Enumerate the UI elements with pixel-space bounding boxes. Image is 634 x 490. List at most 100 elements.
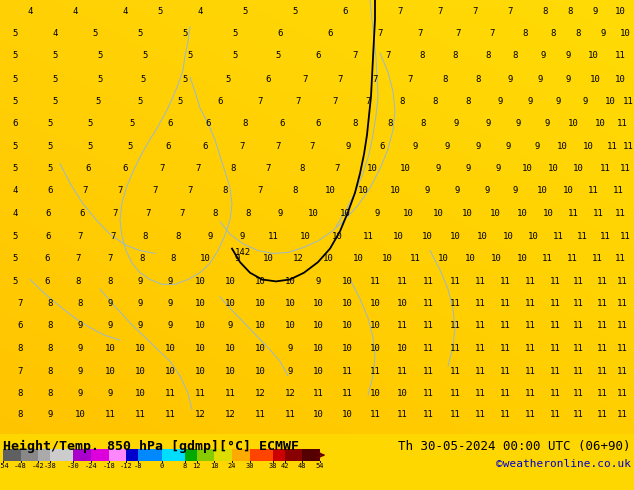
Text: 5: 5 [48,142,53,151]
Text: 5: 5 [232,51,238,60]
Text: Th 30-05-2024 00:00 UTC (06+90): Th 30-05-2024 00:00 UTC (06+90) [399,441,631,453]
Text: 10: 10 [450,232,460,241]
Text: 9: 9 [582,97,588,106]
Text: 11: 11 [573,410,583,419]
Text: 11: 11 [397,410,408,419]
Text: 10: 10 [200,254,210,263]
Text: 6: 6 [167,119,172,128]
Text: 10: 10 [224,344,235,353]
Text: 10: 10 [567,119,578,128]
Text: 8: 8 [48,321,53,330]
Text: 9: 9 [527,97,533,106]
Text: 7: 7 [179,209,184,219]
Text: 8: 8 [17,344,23,353]
Text: 10: 10 [489,209,500,219]
Text: 7: 7 [295,97,301,106]
Text: 10: 10 [614,7,625,16]
Text: 8: 8 [77,299,82,308]
Text: 10: 10 [397,389,408,398]
Text: 8: 8 [212,209,217,219]
Text: 9: 9 [495,164,501,173]
Text: 10: 10 [342,410,353,419]
Text: 10: 10 [255,299,266,308]
Text: 6: 6 [17,321,23,330]
Text: 6: 6 [205,119,210,128]
Text: 11: 11 [550,299,560,308]
Text: 30: 30 [245,463,254,469]
Text: 11: 11 [524,410,535,419]
Text: 11: 11 [397,321,408,330]
Text: 11: 11 [423,344,434,353]
Text: 5: 5 [138,97,143,106]
Text: 8: 8 [48,389,53,398]
Text: 10: 10 [285,299,295,308]
Bar [126,449,138,461]
Text: 10: 10 [285,321,295,330]
Text: 9: 9 [277,209,283,219]
Text: 10: 10 [134,389,145,398]
Text: 10: 10 [353,254,363,263]
Text: 11: 11 [105,410,115,419]
Text: 10: 10 [595,119,605,128]
Text: 10: 10 [432,209,443,219]
Text: 5: 5 [48,119,53,128]
Text: 9: 9 [107,321,113,330]
Text: 11: 11 [597,299,607,308]
Text: 10: 10 [491,254,501,263]
Text: 6: 6 [48,186,53,196]
Text: 10: 10 [195,344,205,353]
Text: 10: 10 [195,321,205,330]
Text: 54: 54 [316,463,324,469]
Text: 7: 7 [472,7,477,16]
Text: 10: 10 [614,74,625,83]
Text: 11: 11 [550,410,560,419]
Text: 10: 10 [437,254,448,263]
Text: 5: 5 [157,7,163,16]
Text: 8: 8 [465,97,470,106]
Text: 5: 5 [12,97,18,106]
Bar [38,449,50,461]
Text: 9: 9 [453,119,458,128]
Text: 11: 11 [617,344,628,353]
Text: 11: 11 [573,367,583,375]
Text: 11: 11 [573,321,583,330]
Text: 11: 11 [450,321,460,330]
Text: 7: 7 [337,74,343,83]
Text: 9: 9 [507,74,513,83]
Text: 5: 5 [12,142,18,151]
Text: 5: 5 [12,74,18,83]
Text: 9: 9 [138,277,143,286]
Bar [74,449,91,461]
Text: 11: 11 [500,367,510,375]
Text: 11: 11 [573,299,583,308]
Text: 11: 11 [500,389,510,398]
Text: 11: 11 [397,277,408,286]
Text: 10: 10 [588,51,598,60]
Text: 11: 11 [195,389,205,398]
Bar [108,449,126,461]
Text: 9: 9 [444,142,450,151]
Text: 10: 10 [557,142,567,151]
Text: 11: 11 [134,410,145,419]
Text: 4: 4 [122,7,127,16]
Text: 11: 11 [619,232,630,241]
Text: 6: 6 [202,142,208,151]
Text: 4: 4 [12,209,18,219]
Text: 10: 10 [543,209,553,219]
Text: 11: 11 [313,389,323,398]
Text: 9: 9 [346,142,351,151]
Text: 9: 9 [107,389,113,398]
Text: 9: 9 [484,186,489,196]
Text: 11: 11 [593,209,604,219]
Bar [162,449,185,461]
Text: 8: 8 [420,119,425,128]
Text: 10: 10 [195,277,205,286]
Text: 11: 11 [524,367,535,375]
Text: 5: 5 [53,74,58,83]
Text: 8: 8 [292,186,298,196]
Text: ©weatheronline.co.uk: ©weatheronline.co.uk [496,459,631,469]
Text: 5: 5 [242,7,248,16]
Text: 5: 5 [97,51,103,60]
Text: 5: 5 [292,7,298,16]
Text: 10: 10 [262,254,273,263]
